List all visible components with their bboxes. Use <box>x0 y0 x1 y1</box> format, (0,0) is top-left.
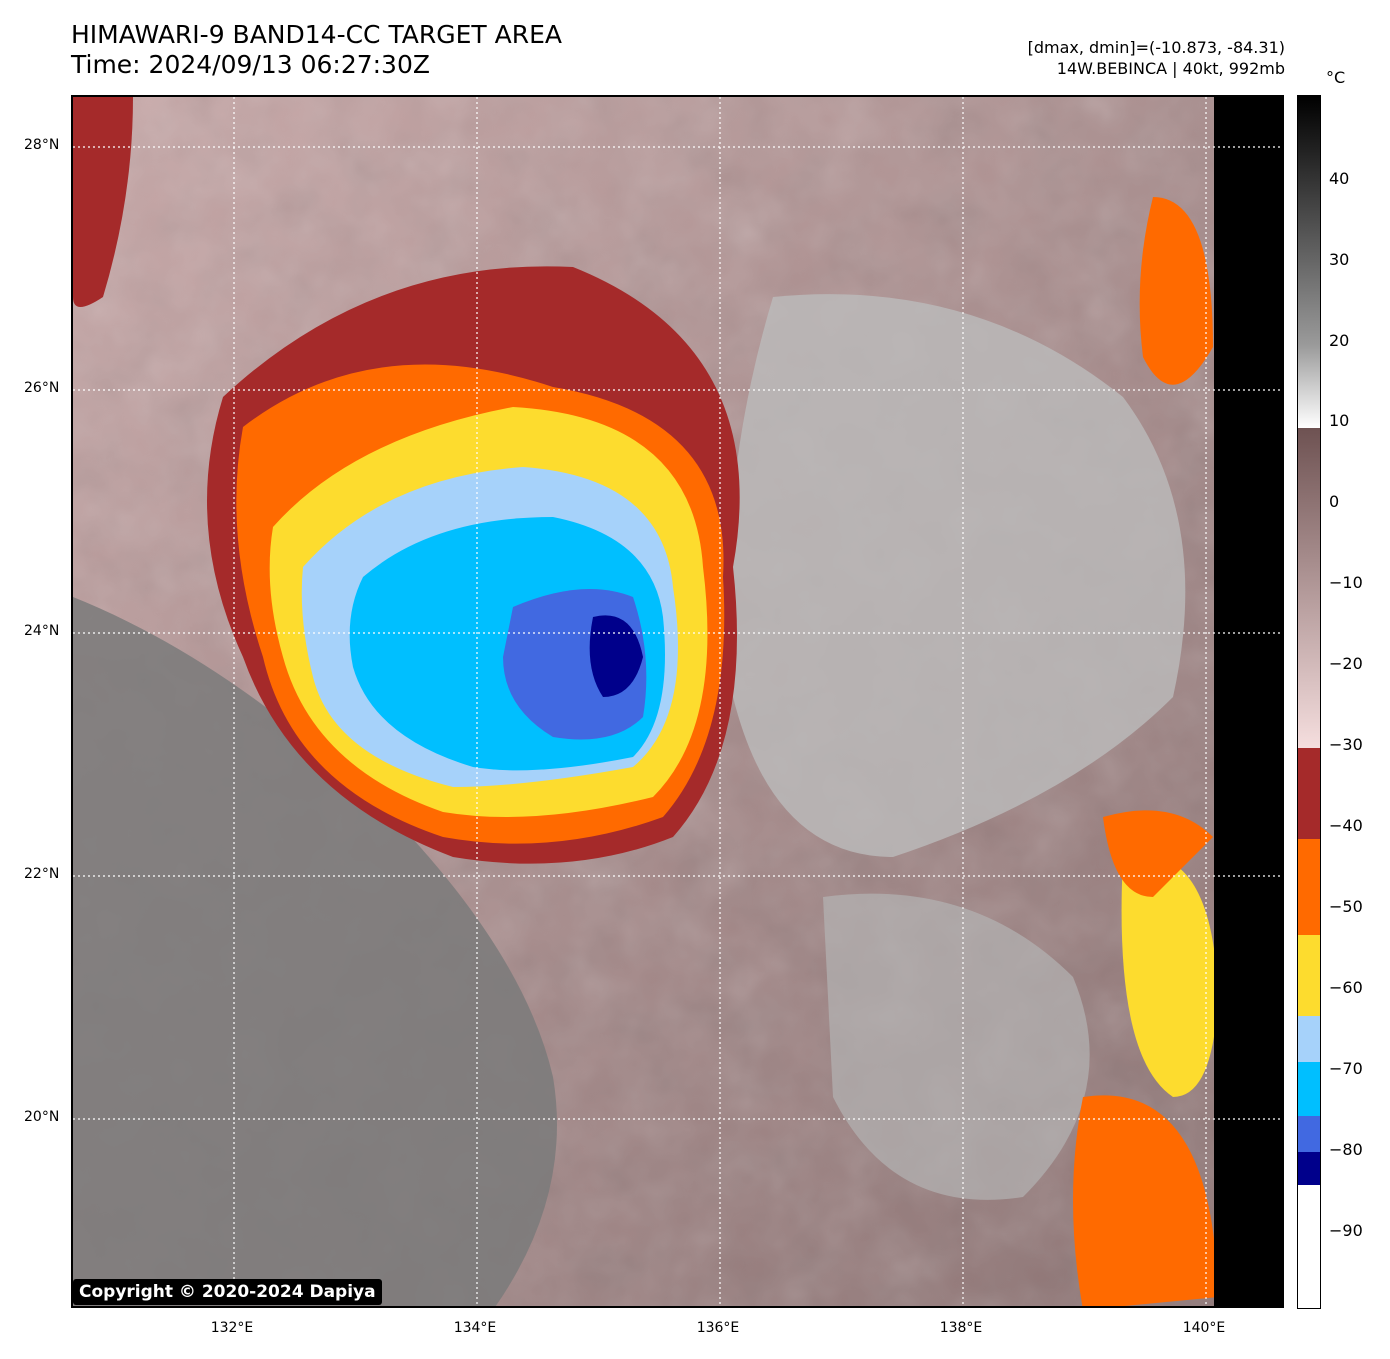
colorbar-tick-minus90: −90 <box>1329 1221 1363 1240</box>
colorbar-tick-minus60: −60 <box>1329 978 1363 997</box>
title-line-2: Time: 2024/09/13 06:27:30Z <box>71 50 430 79</box>
cloud-navy-core <box>589 615 643 697</box>
colorbar-tick-20: 20 <box>1329 331 1350 350</box>
cbar-warm-band <box>1298 428 1320 748</box>
cbar-lightblue-band <box>1298 1016 1320 1062</box>
lon-label-136: 136°E <box>696 1320 740 1336</box>
colorbar-tick-minus30: −30 <box>1329 735 1363 754</box>
lat-label-22: 22°N <box>24 866 60 882</box>
storm-label: 14W.BEBINCA | 40kt, 992mb <box>1056 59 1285 78</box>
cloud-orange-ne <box>1139 197 1213 385</box>
cbar-royalblue-band <box>1298 1116 1320 1152</box>
cloud-yellow-east <box>1121 854 1218 1097</box>
colorbar-tick-30: 30 <box>1329 250 1350 269</box>
lat-label-20: 20°N <box>24 1109 60 1125</box>
lat-label-26: 26°N <box>24 380 60 396</box>
gray-region-sw <box>73 597 557 1306</box>
cbar-darkred-band <box>1298 748 1320 839</box>
colorbar-tick-10: 10 <box>1329 411 1350 430</box>
gray-region-se <box>823 893 1090 1200</box>
colorbar <box>1297 95 1321 1309</box>
lat-label-24: 24°N <box>24 623 60 639</box>
cloud-orange-east <box>1103 810 1213 897</box>
cloud-red-nw <box>73 97 133 307</box>
cbar-cyan-band <box>1298 1062 1320 1116</box>
copyright-badge: Copyright © 2020-2024 Dapiya <box>73 1279 382 1305</box>
colorbar-unit: °C <box>1326 68 1346 87</box>
gray-region-ne <box>728 294 1186 858</box>
no-data-strip <box>1214 97 1282 1306</box>
cbar-navy-band <box>1298 1152 1320 1185</box>
colorbar-tick-minus40: −40 <box>1329 816 1363 835</box>
cbar-orange-band <box>1298 839 1320 935</box>
colorbar-tick-minus20: −20 <box>1329 654 1363 673</box>
cbar-yellow-band <box>1298 935 1320 1016</box>
colorbar-tick-minus10: −10 <box>1329 573 1363 592</box>
lon-label-138: 138°E <box>939 1320 983 1336</box>
lon-label-140: 140°E <box>1182 1320 1226 1336</box>
lat-label-28: 28°N <box>24 137 60 153</box>
lon-label-134: 134°E <box>453 1320 497 1336</box>
colorbar-tick-0: 0 <box>1329 492 1340 511</box>
satellite-map <box>71 95 1284 1308</box>
cloud-orange-se <box>1073 1095 1218 1306</box>
cbar-gray-band <box>1298 96 1320 428</box>
colorbar-tick-minus50: −50 <box>1329 897 1363 916</box>
colorbar-tick-minus70: −70 <box>1329 1059 1363 1078</box>
lon-label-132: 132°E <box>210 1320 254 1336</box>
colorbar-tick-minus80: −80 <box>1329 1140 1363 1159</box>
gridlines <box>73 97 1282 1306</box>
colorbar-tick-40: 40 <box>1329 169 1350 188</box>
chart-title: HIMAWARI-9 BAND14-CC TARGET AREA Time: 2… <box>71 20 562 80</box>
dmax-dmin-label: [dmax, dmin]=(-10.873, -84.31) <box>1027 38 1285 57</box>
colorbar-scale <box>1298 96 1320 1308</box>
satellite-imagery <box>73 97 1282 1306</box>
cbar-white-band <box>1298 1185 1320 1308</box>
info-block: [dmax, dmin]=(-10.873, -84.31) 14W.BEBIN… <box>1028 37 1285 79</box>
title-line-1: HIMAWARI-9 BAND14-CC TARGET AREA <box>71 20 563 49</box>
